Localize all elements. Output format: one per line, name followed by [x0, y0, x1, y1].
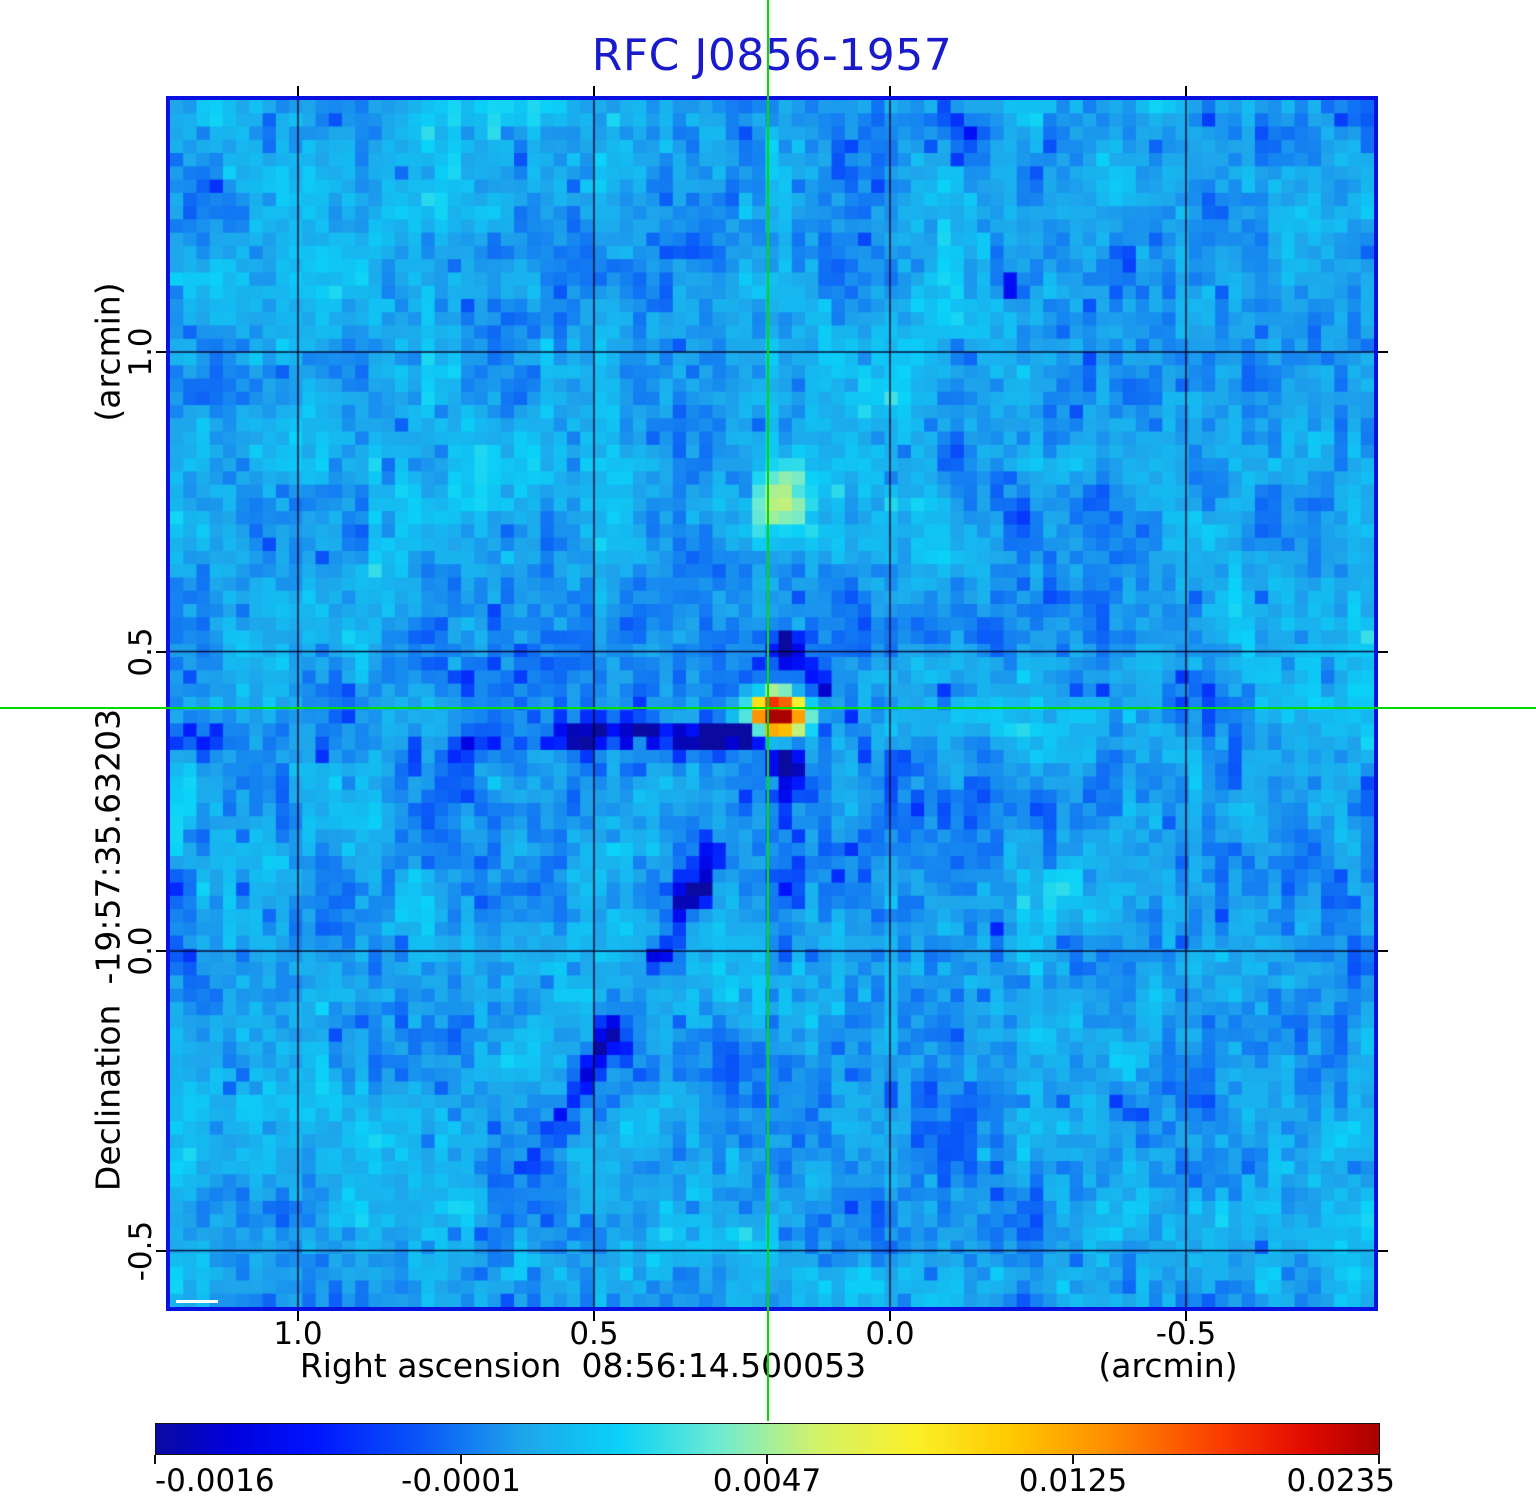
x-axis-label: Right ascension 08:56:14.500053 [300, 1346, 866, 1385]
axis-tick-mark [1378, 351, 1388, 354]
x-tick-label: 1.0 [273, 1316, 323, 1352]
y-tick-label: 1.0 [123, 327, 159, 377]
colorbar-tick-label: 0.0235 [1286, 1463, 1395, 1499]
x-tick-label: -0.5 [1155, 1316, 1217, 1352]
axis-tick-mark [156, 351, 166, 354]
axis-tick-mark [592, 86, 595, 96]
axis-tick-mark [156, 950, 166, 953]
y-tick-label: 0.0 [123, 926, 159, 976]
axis-tick-mark [888, 86, 891, 96]
x-tick-label: 0.5 [569, 1316, 619, 1352]
x-tick-label: 0.0 [865, 1316, 915, 1352]
x-axis-coordinate: 08:56:14.500053 [581, 1346, 867, 1385]
axis-tick-mark [1378, 950, 1388, 953]
axis-tick-mark [296, 86, 299, 96]
x-axis-unit: (arcmin) [1098, 1346, 1238, 1385]
beam-scale-dash [176, 1300, 218, 1303]
colorbar [155, 1423, 1380, 1455]
colorbar-tick-label: -0.0016 [155, 1463, 275, 1499]
y-axis-name: Declination [88, 1004, 128, 1192]
colorbar-tick-mark [154, 1455, 156, 1464]
colorbar-tick-label: 0.0047 [712, 1463, 822, 1499]
y-axis-unit: (arcmin) [88, 282, 128, 422]
crosshair-horizontal-line [0, 706, 1536, 709]
colorbar-tick-mark [460, 1455, 462, 1464]
axis-tick-mark [296, 1311, 299, 1321]
colorbar-tick-label: 0.0125 [1018, 1463, 1128, 1499]
axis-tick-mark [888, 1311, 891, 1321]
colorbar-tick-mark [766, 1455, 768, 1464]
y-tick-label: -0.5 [123, 1220, 159, 1281]
radio-map-canvas [170, 100, 1374, 1307]
axis-tick-mark [1184, 86, 1187, 96]
y-axis-label: Declination -19:57:35.63203 [89, 709, 128, 1191]
x-axis-name: Right ascension [299, 1346, 562, 1385]
axis-tick-mark [1378, 650, 1388, 653]
y-tick-label: 0.5 [123, 626, 159, 677]
colorbar-tick-mark [1378, 1455, 1380, 1464]
page-title: RFC J0856-1957 [591, 30, 953, 81]
plot-frame [166, 96, 1378, 1311]
axis-tick-mark [156, 650, 166, 653]
axis-tick-mark [1184, 1311, 1187, 1321]
axis-tick-mark [156, 1249, 166, 1252]
colorbar-tick-label: -0.0001 [401, 1463, 521, 1499]
axis-tick-mark [1378, 1249, 1388, 1252]
axis-tick-mark [592, 1311, 595, 1321]
y-axis-coordinate: -19:57:35.63203 [88, 708, 128, 985]
crosshair-vertical-line [767, 0, 770, 1421]
colorbar-tick-mark [1072, 1455, 1074, 1464]
